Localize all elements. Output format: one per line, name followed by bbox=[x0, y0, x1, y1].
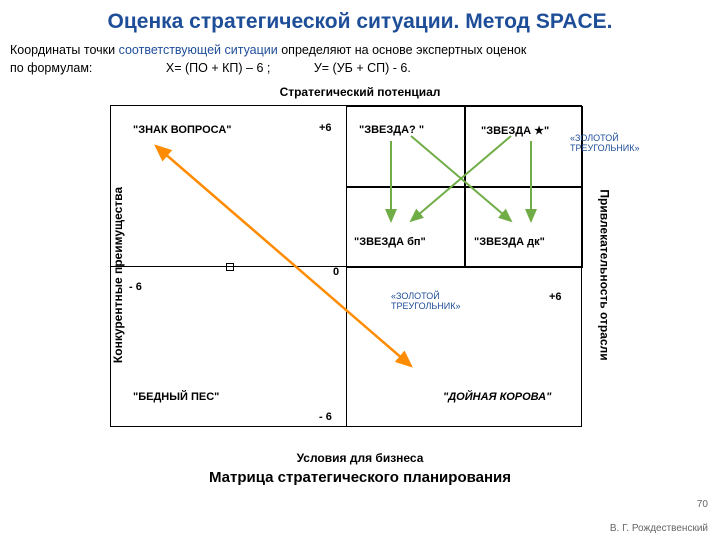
matrix-box: "ЗНАК ВОПРОСА" "ЗВЕЗДА? " "ЗВЕЗДА ★" "ЗВ… bbox=[110, 105, 582, 427]
golden-label-center: «ЗОЛОТОЙ ТРЕУГОЛЬНИК» bbox=[391, 291, 471, 311]
label-q2b: "ЗВЕЗДА ★" bbox=[481, 124, 549, 137]
subcell-3 bbox=[346, 186, 466, 268]
intro-c: определяют на основе экспертных оценок bbox=[281, 43, 526, 57]
subcell-2 bbox=[464, 106, 584, 188]
num-minus6-bottom: - 6 bbox=[319, 411, 332, 423]
footer-title: Матрица стратегического планирования bbox=[10, 469, 710, 486]
axis-top-label: Стратегический потенциал bbox=[10, 85, 710, 99]
label-q2d: "ЗВЕЗДА дк" bbox=[474, 236, 545, 248]
label-q1: "ЗНАК ВОПРОСА" bbox=[133, 124, 231, 136]
subcell-4 bbox=[464, 186, 584, 268]
label-q2c: "ЗВЕЗДА бп" bbox=[354, 236, 426, 248]
formula-x: Х= (ПО + КП) – 6 ; bbox=[166, 61, 270, 75]
formula-y: У= (УБ + СП) - 6. bbox=[314, 61, 411, 75]
intro-b: соответствующей ситуации bbox=[119, 43, 282, 57]
label-q2a: "ЗВЕЗДА? " bbox=[359, 124, 424, 136]
author-credit: В. Г. Рождественский bbox=[610, 523, 708, 534]
label-q4: "ДОЙНАЯ КОРОВА" bbox=[443, 391, 551, 403]
axis-bottom-label: Условия для бизнеса bbox=[10, 451, 710, 465]
num-plus6-top: +6 bbox=[319, 122, 332, 134]
intro-text: Координаты точки соответствующей ситуаци… bbox=[10, 42, 710, 77]
subcell-1 bbox=[346, 106, 466, 188]
page-number: 70 bbox=[697, 499, 708, 510]
num-zero: 0 bbox=[333, 266, 339, 278]
num-minus6-left: - 6 bbox=[129, 281, 142, 293]
page-title: Оценка стратегической ситуации. Метод SP… bbox=[10, 10, 710, 34]
golden-label-outer: «ЗОЛОТОЙ ТРЕУГОЛЬНИК» bbox=[570, 133, 655, 153]
axis-right-label: Привлекательность отрасли bbox=[597, 189, 611, 360]
label-q3: "БЕДНЫЙ ПЕС" bbox=[133, 391, 219, 403]
space-diagram: Стратегический потенциал Конкурентные пр… bbox=[10, 85, 710, 465]
num-plus6-right: +6 bbox=[549, 291, 562, 303]
marker-box-left bbox=[226, 263, 234, 271]
intro-a: Координаты точки bbox=[10, 43, 119, 57]
intro-d: по формулам: bbox=[10, 61, 92, 75]
